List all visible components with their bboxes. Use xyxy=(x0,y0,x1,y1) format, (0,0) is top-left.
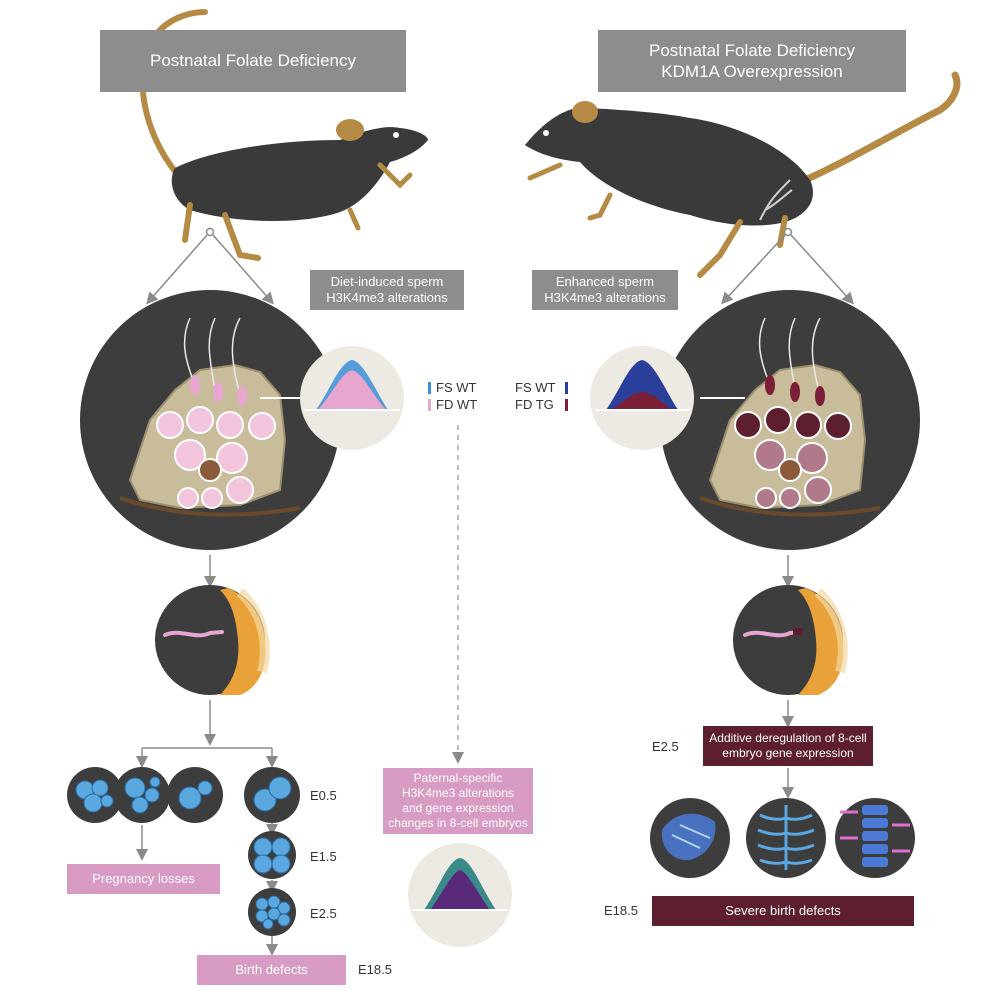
legend-left-fs-wt: FS WT xyxy=(436,380,477,395)
birth-defects-label: Birth defects xyxy=(197,955,346,985)
right-deregulation-line-1: Additive deregulation of 8-cell xyxy=(709,731,867,745)
right-note-line-2: H3K4me3 alterations xyxy=(544,290,666,305)
right-note: Enhanced sperm H3K4me3 alterations xyxy=(532,270,678,310)
right-histogram-circle xyxy=(590,346,745,450)
stage-e15: E1.5 xyxy=(310,849,337,864)
stage-e185-right: E18.5 xyxy=(604,903,638,918)
left-note-line-1: Diet-induced sperm xyxy=(330,273,444,289)
left-header: Postnatal Folate Deficiency xyxy=(100,30,406,92)
left-fertilization-circle xyxy=(155,555,270,746)
right-deregulation-line-2: embryo gene expression xyxy=(722,746,854,760)
right-header: Postnatal Folate Deficiency KDM1A Overex… xyxy=(598,30,906,92)
stage-e25-left: E2.5 xyxy=(310,906,337,921)
center-box-line-4: changes in 8-cell embryos xyxy=(388,816,528,830)
stage-e185-left: E18.5 xyxy=(358,962,392,977)
legend-right-fs-wt: FS WT xyxy=(515,380,556,395)
stage-e25-right: E2.5 xyxy=(652,739,679,754)
abnormal-embryos xyxy=(67,767,223,823)
legend-swatches xyxy=(428,382,568,411)
legend-right-fd-tg: FD TG xyxy=(515,397,554,412)
normal-embryos xyxy=(244,767,300,936)
left-testis-circle xyxy=(80,290,340,550)
stage-e05: E0.5 xyxy=(310,788,337,803)
right-testis-circle xyxy=(660,290,920,550)
right-deregulation-label: Additive deregulation of 8-cell embryo g… xyxy=(703,726,873,766)
center-box-line-2: H3K4me3 alterations xyxy=(401,786,515,800)
mouse-to-testis-arrows xyxy=(146,227,855,305)
right-header-line-1: Postnatal Folate Deficiency xyxy=(649,40,855,60)
center-box: Paternal-specific H3K4me3 alterations an… xyxy=(383,768,533,834)
severe-birth-defects-label: Severe birth defects xyxy=(652,896,914,926)
left-note: Diet-induced sperm H3K4me3 alterations xyxy=(310,270,464,310)
center-box-line-1: Paternal-specific xyxy=(413,771,503,785)
center-histogram-circle xyxy=(408,843,512,947)
left-histogram-circle xyxy=(260,346,404,450)
legend-left-fd-wt: FD WT xyxy=(436,397,478,412)
right-mouse xyxy=(525,71,961,278)
left-branch-connectors xyxy=(136,747,278,956)
skeleton-circles xyxy=(650,798,915,878)
left-note-line-2: H3K4me3 alterations xyxy=(326,290,448,305)
right-note-line-1: Enhanced sperm xyxy=(555,273,655,289)
right-header-line-2: KDM1A Overexpression xyxy=(661,62,843,81)
pregnancy-losses-label: Pregnancy losses xyxy=(67,864,220,894)
right-fertilization-circle xyxy=(733,555,848,728)
center-box-line-3: and gene expression xyxy=(402,801,514,815)
